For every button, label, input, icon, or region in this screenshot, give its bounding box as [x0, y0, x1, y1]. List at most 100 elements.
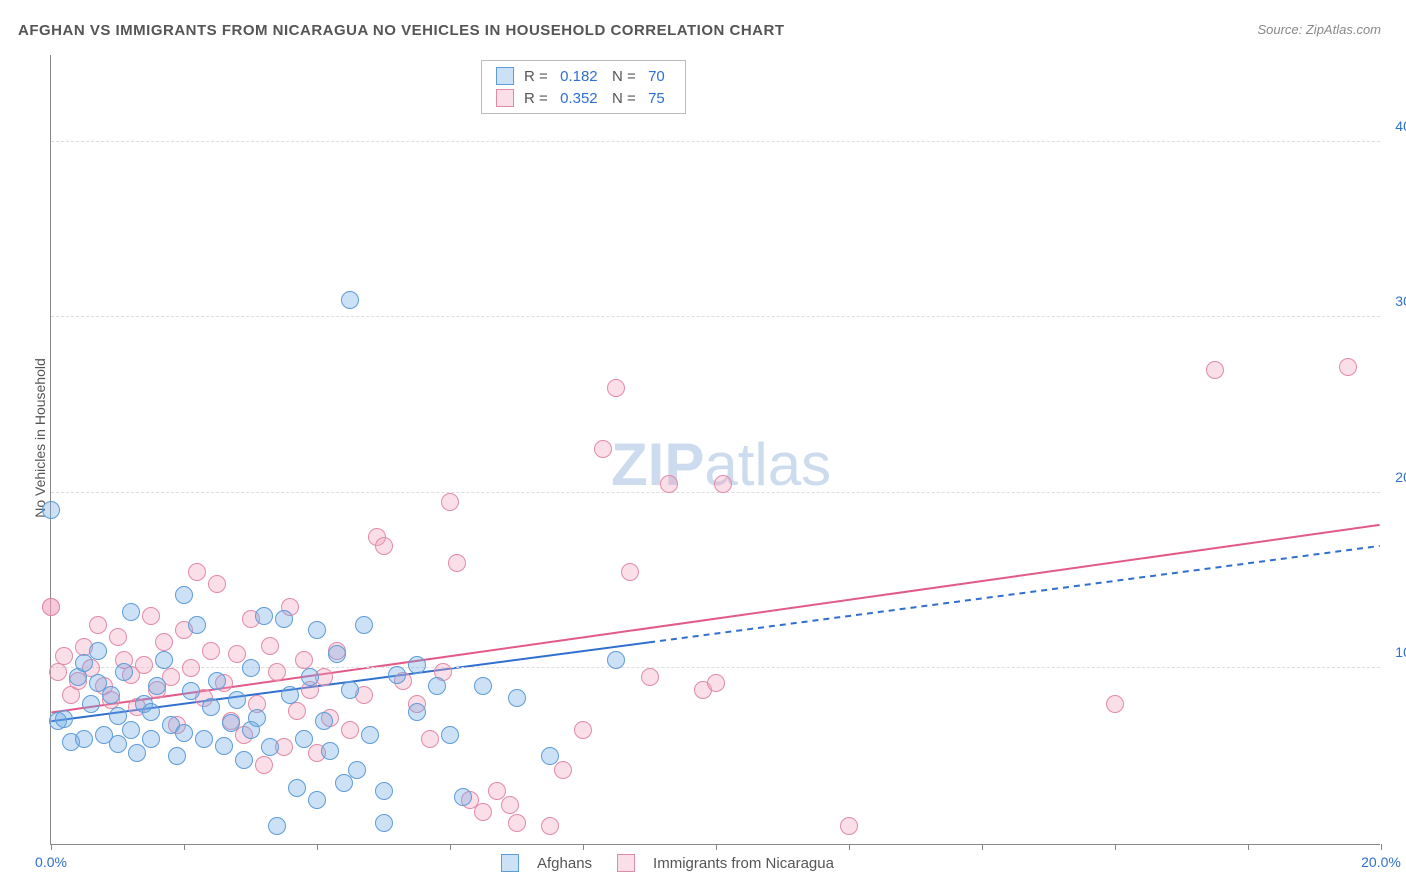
- gridline: [51, 316, 1380, 317]
- data-point-afghans: [75, 730, 93, 748]
- data-point-afghans: [182, 682, 200, 700]
- data-point-afghans: [375, 782, 393, 800]
- data-point-afghans: [361, 726, 379, 744]
- x-tick: [1115, 844, 1116, 850]
- legend-item-nicaragua: Immigrants from Nicaragua: [617, 854, 834, 872]
- data-point-afghans: [428, 677, 446, 695]
- data-point-afghans: [441, 726, 459, 744]
- data-point-nicaragua: [188, 563, 206, 581]
- legend-row-afghans: R = 0.182 N = 70: [482, 65, 685, 87]
- data-point-afghans: [102, 686, 120, 704]
- data-point-afghans: [341, 681, 359, 699]
- x-tick: [1381, 844, 1382, 850]
- data-point-nicaragua: [574, 721, 592, 739]
- data-point-afghans: [148, 677, 166, 695]
- data-point-afghans: [341, 291, 359, 309]
- data-point-nicaragua: [554, 761, 572, 779]
- data-point-nicaragua: [268, 663, 286, 681]
- data-point-nicaragua: [228, 645, 246, 663]
- data-point-nicaragua: [594, 440, 612, 458]
- data-point-nicaragua: [295, 651, 313, 669]
- data-point-afghans: [175, 586, 193, 604]
- x-tick-label: 20.0%: [1361, 854, 1401, 870]
- data-point-afghans: [109, 735, 127, 753]
- data-point-nicaragua: [840, 817, 858, 835]
- source-attribution: Source: ZipAtlas.com: [1257, 22, 1381, 37]
- data-point-nicaragua: [135, 656, 153, 674]
- data-point-afghans: [222, 714, 240, 732]
- data-point-nicaragua: [375, 537, 393, 555]
- x-tick: [184, 844, 185, 850]
- data-point-afghans: [541, 747, 559, 765]
- data-point-nicaragua: [621, 563, 639, 581]
- data-point-afghans: [188, 616, 206, 634]
- data-point-afghans: [308, 791, 326, 809]
- data-point-nicaragua: [660, 475, 678, 493]
- data-point-afghans: [168, 747, 186, 765]
- data-point-nicaragua: [109, 628, 127, 646]
- data-point-nicaragua: [261, 637, 279, 655]
- legend-item-afghans: Afghans: [501, 854, 592, 872]
- data-point-afghans: [308, 621, 326, 639]
- data-point-nicaragua: [441, 493, 459, 511]
- data-point-afghans: [122, 603, 140, 621]
- x-tick: [716, 844, 717, 850]
- y-tick-label: 10.0%: [1395, 644, 1406, 660]
- data-point-afghans: [215, 737, 233, 755]
- data-point-nicaragua: [142, 607, 160, 625]
- data-point-afghans: [208, 672, 226, 690]
- data-point-nicaragua: [488, 782, 506, 800]
- legend-series: Afghans Immigrants from Nicaragua: [501, 854, 834, 872]
- data-point-afghans: [321, 742, 339, 760]
- data-point-afghans: [301, 668, 319, 686]
- x-tick: [982, 844, 983, 850]
- legend-row-nicaragua: R = 0.352 N = 75: [482, 87, 685, 109]
- data-point-afghans: [175, 724, 193, 742]
- legend-swatch-icon: [617, 854, 635, 872]
- data-point-afghans: [255, 607, 273, 625]
- data-point-afghans: [328, 645, 346, 663]
- data-point-afghans: [388, 666, 406, 684]
- data-point-nicaragua: [421, 730, 439, 748]
- data-point-afghans: [348, 761, 366, 779]
- data-point-afghans: [508, 689, 526, 707]
- data-point-afghans: [195, 730, 213, 748]
- data-point-nicaragua: [1206, 361, 1224, 379]
- data-point-nicaragua: [49, 663, 67, 681]
- data-point-afghans: [142, 703, 160, 721]
- data-point-afghans: [295, 730, 313, 748]
- data-point-afghans: [275, 610, 293, 628]
- data-point-afghans: [261, 738, 279, 756]
- data-point-afghans: [122, 721, 140, 739]
- data-point-afghans: [408, 703, 426, 721]
- data-point-afghans: [55, 710, 73, 728]
- gridline: [51, 492, 1380, 493]
- data-point-nicaragua: [448, 554, 466, 572]
- data-point-nicaragua: [202, 642, 220, 660]
- y-axis-label: No Vehicles in Household: [32, 358, 48, 518]
- data-point-nicaragua: [707, 674, 725, 692]
- data-point-afghans: [474, 677, 492, 695]
- x-tick: [583, 844, 584, 850]
- x-tick: [317, 844, 318, 850]
- data-point-nicaragua: [607, 379, 625, 397]
- data-point-afghans: [82, 695, 100, 713]
- data-point-afghans: [268, 817, 286, 835]
- data-point-nicaragua: [508, 814, 526, 832]
- data-point-nicaragua: [714, 475, 732, 493]
- data-point-afghans: [248, 709, 266, 727]
- data-point-afghans: [109, 707, 127, 725]
- data-point-nicaragua: [1106, 695, 1124, 713]
- legend-stats: R = 0.182 N = 70 R = 0.352 N = 75: [481, 60, 686, 114]
- legend-swatch-icon: [496, 89, 514, 107]
- x-tick: [1248, 844, 1249, 850]
- data-point-afghans: [607, 651, 625, 669]
- legend-swatch-icon: [496, 67, 514, 85]
- data-point-afghans: [355, 616, 373, 634]
- data-point-afghans: [375, 814, 393, 832]
- data-point-afghans: [228, 691, 246, 709]
- data-point-nicaragua: [1339, 358, 1357, 376]
- data-point-afghans: [128, 744, 146, 762]
- data-point-nicaragua: [541, 817, 559, 835]
- x-tick: [849, 844, 850, 850]
